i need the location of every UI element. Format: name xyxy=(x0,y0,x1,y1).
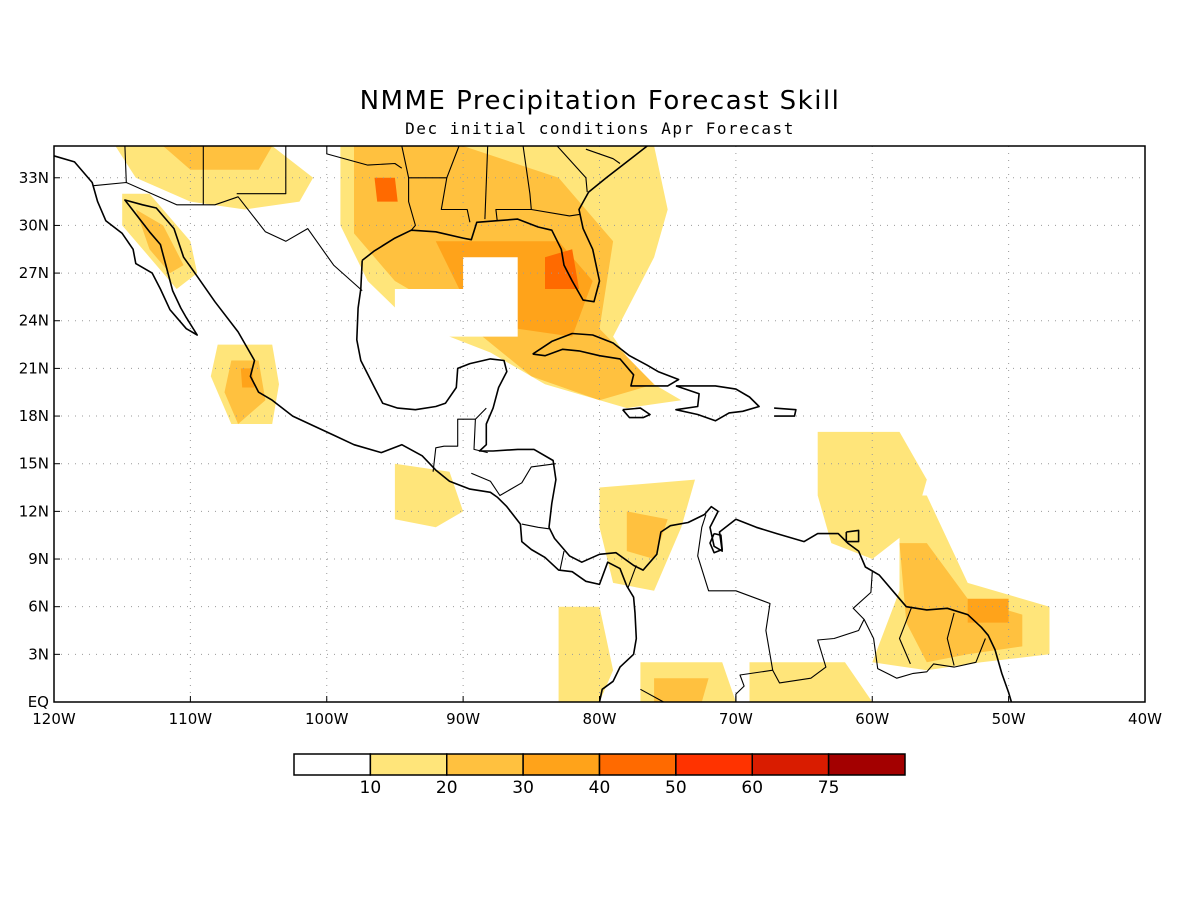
x-tick-label: 90W xyxy=(446,710,480,728)
y-tick-label: 6N xyxy=(28,598,49,616)
y-tick-label: 12N xyxy=(19,502,49,520)
y-tick-label: 18N xyxy=(19,407,49,425)
border-south-america-borders-1 xyxy=(697,514,873,684)
coastline-lake-maracaibo xyxy=(709,532,724,554)
coastline-mexico-gulf-caribbean xyxy=(355,260,1013,702)
skill-region-baja-mid xyxy=(135,209,184,274)
x-tick-label: 110W xyxy=(169,710,213,728)
gulf-masked-box-1 xyxy=(394,289,518,337)
skill-region-amazon-east xyxy=(749,662,873,702)
x-tick-label: 70W xyxy=(719,710,753,728)
colorbar-segment xyxy=(598,753,677,776)
colorbar-segment xyxy=(293,753,372,776)
colorbar-label: 40 xyxy=(589,778,611,798)
coastline-us-gulf-coast xyxy=(361,146,648,303)
border-south-america-borders-6 xyxy=(946,612,955,666)
skill-region-w-mexico-mid xyxy=(224,360,266,424)
y-tick-label: 33N xyxy=(19,169,49,187)
coastline-hispaniola xyxy=(675,385,760,422)
y-tick-label: 3N xyxy=(28,645,49,663)
border-us-state-borders-9 xyxy=(531,208,581,217)
border-central-america-borders-5 xyxy=(559,550,565,571)
border-central-america-borders-2 xyxy=(473,419,488,454)
border-us-state-borders-7 xyxy=(484,146,489,220)
coastline-puerto-rico xyxy=(774,407,797,417)
skill-region-texas-spot xyxy=(374,177,398,202)
colorbar-segment xyxy=(369,753,448,776)
x-tick-label: 40W xyxy=(1128,710,1162,728)
x-tick-label: 80W xyxy=(583,710,617,728)
skill-region-guiana-mid xyxy=(899,543,1023,663)
border-us-state-borders-4 xyxy=(401,146,416,231)
skill-region-guiana-core xyxy=(967,598,1009,623)
border-south-america-borders-4 xyxy=(863,619,986,679)
skill-region-guatemala-ocean xyxy=(394,463,464,528)
colorbar-segment xyxy=(827,753,906,776)
border-central-america-borders-1 xyxy=(432,407,487,472)
colorbar-segment xyxy=(751,753,830,776)
y-tick-label: 24N xyxy=(19,312,49,330)
border-us-state-borders-1 xyxy=(124,146,127,183)
coastline-jamaica xyxy=(622,407,651,419)
colorbar-label: 30 xyxy=(512,778,534,798)
border-central-america-borders-4 xyxy=(521,523,550,530)
colorbar-label: 50 xyxy=(665,778,687,798)
skill-region-sw-us-core xyxy=(163,146,273,170)
border-us-mexico-border xyxy=(93,181,363,292)
skill-region-amazon-south-mid xyxy=(654,678,709,702)
colorbar-segment xyxy=(522,753,601,776)
map-subtitle: Dec initial conditions Apr Forecast xyxy=(405,119,795,138)
colorbar-label: 75 xyxy=(818,778,840,798)
border-us-state-borders-6 xyxy=(446,146,460,178)
x-tick-label: 120W xyxy=(32,710,76,728)
x-tick-label: 100W xyxy=(305,710,349,728)
border-us-state-borders-12 xyxy=(585,148,621,164)
gulf-masked-box-2 xyxy=(463,257,518,289)
y-tick-label: 15N xyxy=(19,455,49,473)
axis-ticks: 120W 110W 100W 90W 80W 70W 60W 50W 40W EQ 3N 6N 9N 12… xyxy=(19,169,1162,728)
x-tick-label: 60W xyxy=(855,710,889,728)
y-tick-label: 9N xyxy=(28,550,49,568)
border-us-state-borders-10 xyxy=(556,146,588,193)
border-south-america-borders-5 xyxy=(898,606,913,665)
y-tick-label: 21N xyxy=(19,359,49,377)
colorbar-segment xyxy=(446,753,524,776)
border-us-state-borders-13 xyxy=(326,146,403,169)
colorbar-segment xyxy=(675,753,753,776)
map-title: NMME Precipitation Forecast Skill xyxy=(359,86,841,116)
border-central-america-borders-6 xyxy=(627,565,637,588)
coastline-us-mexico-pacific xyxy=(54,155,638,702)
coastline-cuba xyxy=(532,332,680,387)
y-tick-label: EQ xyxy=(28,693,49,711)
colorbar-label: 20 xyxy=(436,778,458,798)
skill-shading-layer xyxy=(115,146,1050,702)
x-tick-label: 50W xyxy=(992,710,1026,728)
border-us-state-borders-5 xyxy=(408,177,471,223)
border-us-state-borders-3 xyxy=(236,146,287,195)
border-central-america-borders-3 xyxy=(471,463,556,497)
border-south-america-borders-3 xyxy=(640,688,664,702)
coastline-trinidad xyxy=(845,529,860,543)
colorbar-label: 60 xyxy=(741,778,763,798)
colorbar-label: 10 xyxy=(360,778,382,798)
y-tick-label: 27N xyxy=(19,264,49,282)
colorbar: 10 20 30 40 50 60 75 xyxy=(293,753,906,798)
y-tick-label: 30N xyxy=(19,216,49,234)
